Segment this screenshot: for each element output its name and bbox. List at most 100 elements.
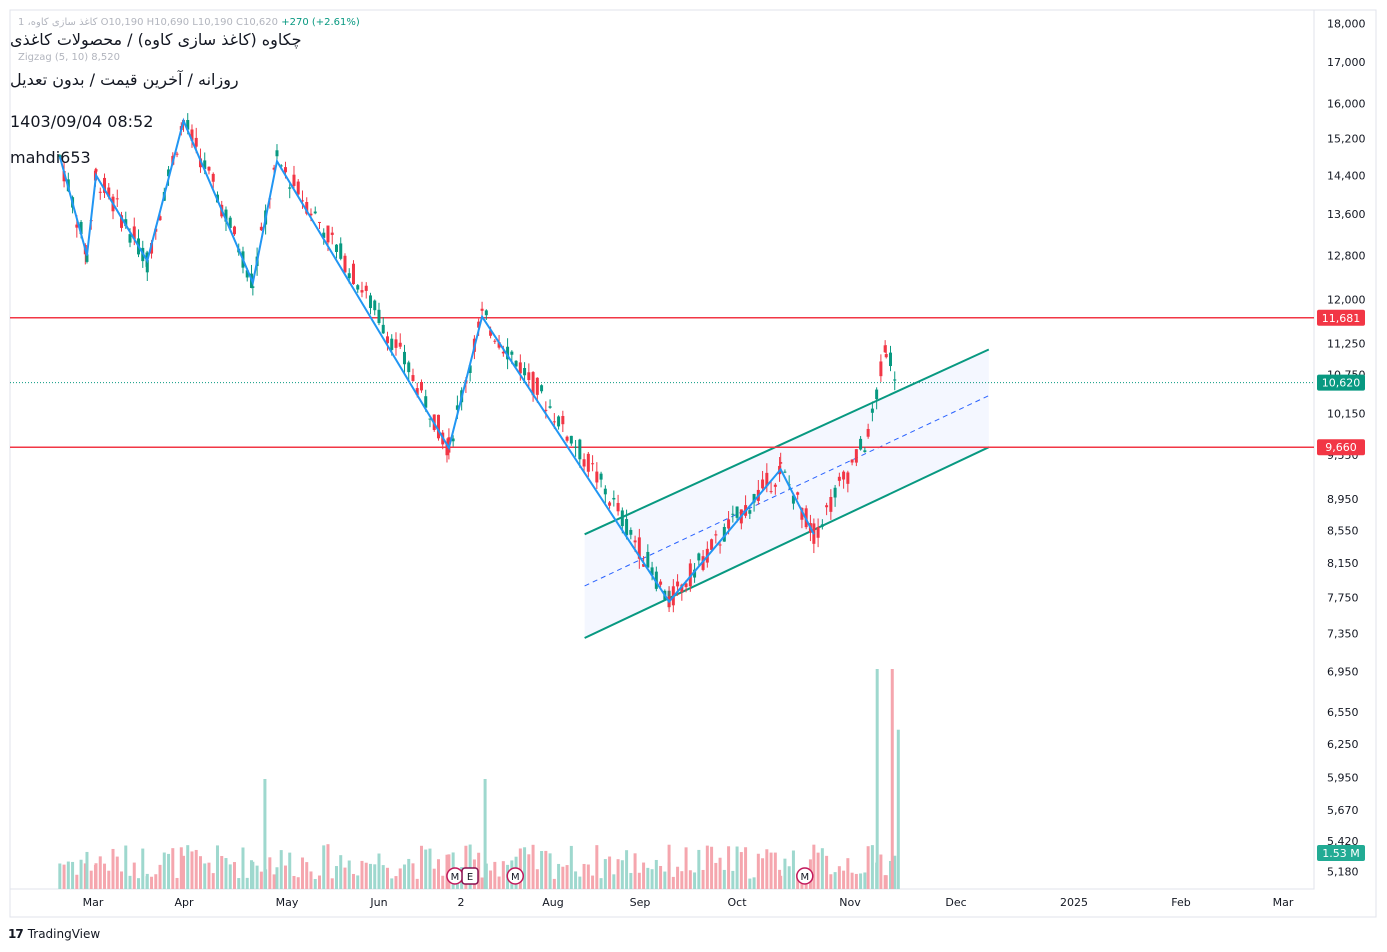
price-tick-label: 8,150 (1327, 557, 1359, 570)
volume-bar (591, 875, 595, 889)
candle-body (701, 556, 705, 570)
candle-body (288, 187, 292, 189)
legend-ohlc: O10,190 H10,690 L10,190 C10,620 (100, 17, 279, 28)
price-tick-label: 15,200 (1327, 132, 1366, 145)
regression-channel[interactable] (584, 348, 990, 639)
volume-bar (582, 863, 586, 889)
candle-body (693, 569, 697, 578)
volume-bar (259, 871, 263, 889)
candle-body (275, 150, 279, 157)
volume-bar (548, 853, 552, 889)
candle-body (800, 507, 804, 520)
volume-bar (145, 873, 149, 889)
candle-body (145, 259, 149, 273)
volume-bar (557, 863, 561, 889)
candle-body (599, 473, 603, 480)
candle-body (846, 472, 850, 484)
volume-bar (667, 844, 671, 889)
volume-bar (107, 870, 111, 889)
candle-body (586, 453, 590, 472)
volume-bar (752, 877, 756, 889)
candle-body (75, 224, 79, 228)
candle-body (642, 564, 646, 567)
volume-bar (198, 856, 202, 889)
volume-bar (424, 849, 428, 889)
candle-body (451, 438, 455, 442)
volume-bar (279, 850, 283, 889)
time-tick-label: Jun (369, 896, 387, 909)
candle-body (343, 255, 347, 273)
volume-bar (98, 856, 102, 889)
volume-bar (866, 846, 870, 889)
candle-body (98, 191, 102, 193)
zigzag-polyline (58, 117, 815, 604)
volume-bar (171, 848, 175, 889)
volume-bar (132, 862, 136, 889)
volume-bar (94, 863, 98, 889)
volume-bar (351, 873, 355, 889)
candle-body (850, 459, 854, 463)
volume-bar (432, 868, 436, 889)
candle-body (561, 415, 565, 425)
candle-body (79, 221, 83, 235)
candle-body (833, 487, 837, 498)
volume-bar (637, 872, 641, 889)
candle-body (436, 414, 440, 439)
candle-body (875, 389, 879, 400)
volume-bar (364, 862, 368, 889)
price-tick-label: 5,180 (1327, 866, 1359, 879)
volume-bar (313, 878, 317, 889)
volume-bar (137, 878, 141, 889)
volume-bar (816, 852, 820, 889)
price-label: 10,620 (1322, 377, 1361, 390)
volume-bar (300, 857, 304, 889)
candle-body (259, 226, 263, 231)
volume-bar (578, 876, 582, 889)
candle-body (203, 160, 207, 169)
volume-bar (309, 871, 313, 889)
tradingview-watermark[interactable]: 17 TradingView (8, 927, 100, 941)
candle-body (765, 472, 769, 487)
zigzag-line[interactable] (58, 117, 815, 604)
candle-body (752, 494, 756, 503)
price-tick-label: 6,950 (1327, 665, 1359, 678)
candle-body (791, 495, 795, 504)
volume-bar (394, 876, 398, 889)
time-axis[interactable]: Mar Apr May Jun 2 Aug Sep Oct Nov Dec 2025 Feb Mar (83, 896, 1294, 909)
volume-bar (128, 875, 132, 889)
volume-bar (194, 849, 198, 889)
candle-body (620, 510, 624, 527)
volume-bar (850, 872, 854, 889)
candle-body (731, 513, 735, 515)
price-axis[interactable]: 18,000 17,000 16,000 15,200 14,400 13,600 12,8… (1317, 17, 1366, 879)
volume-spike-bar (890, 669, 894, 889)
candle-body (735, 506, 739, 518)
price-tick-label: 8,550 (1327, 524, 1359, 537)
candle-body (527, 372, 531, 381)
candle-body (360, 290, 364, 293)
volume-bar (436, 859, 440, 889)
volume-bar (731, 870, 735, 889)
volume-bar (283, 865, 287, 889)
candle-body (292, 174, 296, 186)
volume-bar (162, 852, 166, 889)
candle-body (595, 471, 599, 483)
volume-bar (272, 874, 276, 889)
horizontal-levels[interactable] (10, 317, 1314, 448)
candle-body (415, 388, 419, 396)
volume-spike-bar (483, 779, 487, 889)
candle-body (769, 491, 773, 493)
interval-title: روزانه / آخرین قیمت / بدون تعدیل (10, 70, 239, 89)
volume-bar (633, 853, 637, 889)
volume-bar (232, 862, 236, 889)
volume-bar (595, 845, 599, 889)
volume-bar (540, 851, 544, 889)
tradingview-label: TradingView (27, 927, 101, 941)
author: mahdi653 (10, 148, 91, 167)
volume-label-box (1317, 845, 1365, 861)
candle-body (659, 581, 663, 585)
volume-bar (493, 861, 497, 889)
candle-body (94, 169, 98, 172)
